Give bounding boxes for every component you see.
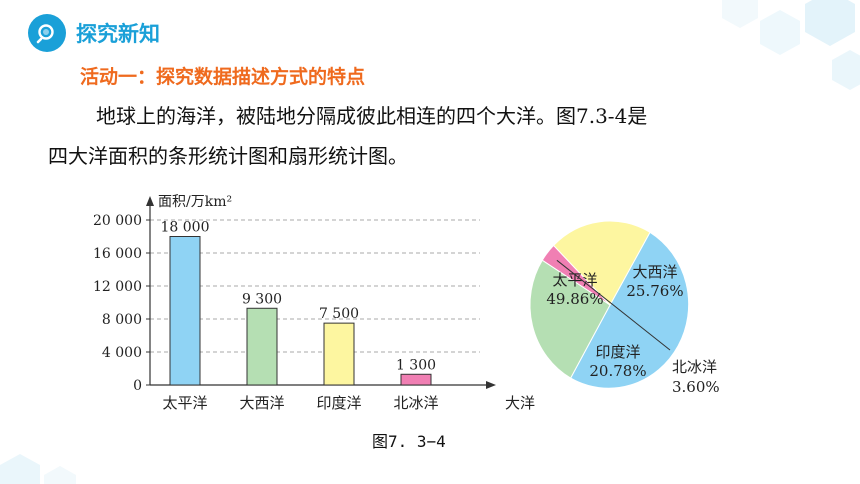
bar-chart: 0 4 000 8 000 12 000 16 000 20 000 面积/万km² 大洋 18…: [93, 194, 535, 412]
bar-value-label: 18 000: [161, 220, 210, 236]
bar-category-label: 太平洋: [162, 394, 207, 412]
bar-category-label: 印度洋: [316, 394, 361, 412]
section-header: 探究新知: [28, 14, 160, 52]
bar-value-label: 9 300: [242, 291, 282, 307]
pie-slice: [569, 231, 690, 389]
header-title: 探究新知: [76, 22, 160, 46]
bar-x-axis-label: 大洋: [505, 394, 535, 412]
bar-value-label: 1 300: [396, 357, 436, 373]
bar-ytick-label: 4 000: [102, 345, 142, 361]
bar-ytick-label: 0: [133, 378, 142, 394]
pie-leader-line: [556, 259, 671, 351]
bar-value-label: 7 500: [319, 306, 359, 322]
search-icon: [28, 14, 66, 52]
pie-slice: [552, 220, 651, 306]
bar-y-arrow: [146, 196, 154, 206]
activity-title: 活动一：探究数据描述方式的特点: [80, 66, 366, 88]
bar-y-axis-label: 面积/万km²: [158, 194, 232, 210]
description-line-2: 四大洋面积的条形统计图和扇形统计图。: [48, 144, 408, 168]
description-paragraph: 地球上的海洋，被陆地分隔成彼此相连的四个大洋。图7.3-4是 四大洋面积的条形统…: [48, 96, 828, 176]
pie-slice-name: 北冰洋: [672, 358, 717, 376]
bar-category-label: 大西洋: [239, 394, 284, 412]
pie-slice-name: 大西洋: [632, 263, 677, 281]
bar-mark: [169, 236, 201, 386]
pie-slice-name: 太平洋: [552, 271, 597, 289]
pie-slice-label: 49.86%: [546, 290, 603, 308]
figure-caption: 图7. 3−4: [372, 432, 446, 451]
hexagon-decoration: [722, 0, 860, 90]
description-line-1: 地球上的海洋，被陆地分隔成彼此相连的四个大洋。图7.3-4是: [96, 104, 648, 128]
hexagon-decoration-bottom: [0, 454, 76, 484]
pie-slice: [529, 259, 611, 379]
pie-slice-label: 20.78%: [589, 362, 646, 380]
bar-ytick-label: 20 000: [93, 213, 142, 229]
bar-ytick-label: 12 000: [93, 279, 142, 295]
bar-mark: [246, 307, 278, 386]
bar-mark: [400, 373, 432, 386]
bar-x-arrow: [486, 381, 496, 389]
bar-ytick-label: 8 000: [102, 312, 142, 328]
pie-slice-label: 25.76%: [626, 282, 683, 300]
pie-slice-label: 3.60%: [672, 378, 720, 396]
bar-mark: [323, 322, 355, 386]
pie-slice-name: 印度洋: [595, 343, 640, 361]
bar-category-label: 北冰洋: [393, 394, 438, 412]
bar-ytick-label: 16 000: [93, 246, 142, 262]
